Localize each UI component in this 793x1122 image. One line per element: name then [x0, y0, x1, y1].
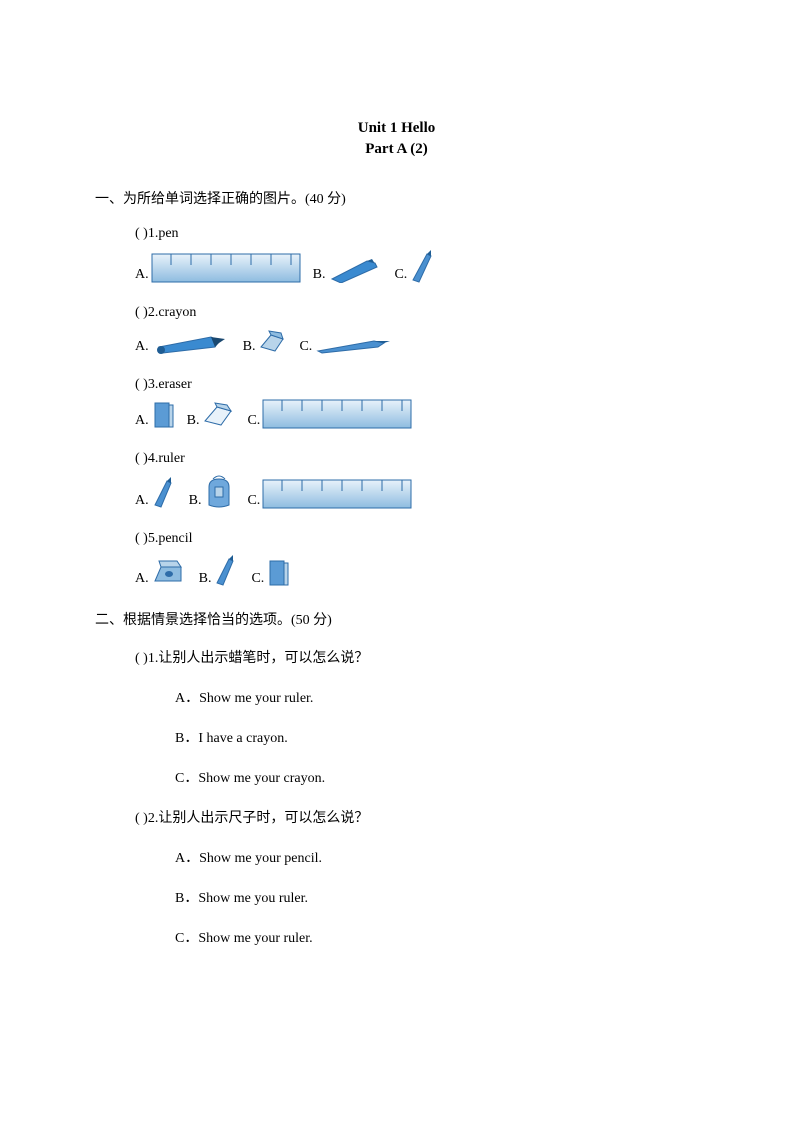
- option-label: B.: [313, 267, 326, 283]
- q-word: pen: [158, 226, 178, 241]
- s2-question-2: ( )2.让别人出示尺子时，可以怎么说？: [135, 807, 698, 827]
- answer-blank[interactable]: ( ): [135, 651, 148, 666]
- choice-c: C．Show me your ruler.: [175, 927, 698, 947]
- answer-blank[interactable]: ( ): [135, 531, 148, 546]
- page-title: Unit 1 Hello: [95, 120, 698, 137]
- question-5: ( )5.pencil A. B. C.: [135, 531, 698, 587]
- choice-b: B．Show me you ruler.: [175, 887, 698, 907]
- q-num: 4.: [148, 451, 159, 466]
- answer-blank[interactable]: ( ): [135, 226, 148, 241]
- choice-a: A．Show me your pencil.: [175, 847, 698, 867]
- page-subtitle: Part A (2): [95, 141, 698, 158]
- option-label: C.: [247, 413, 260, 429]
- option-label: A.: [135, 413, 149, 429]
- answer-blank[interactable]: ( ): [135, 451, 148, 466]
- eraser-icon: [257, 327, 287, 355]
- section2-heading: 二、根据情景选择恰当的选项。(50 分): [95, 609, 698, 629]
- option-label: B.: [243, 339, 256, 355]
- q-word: eraser: [158, 377, 191, 392]
- crayon-icon: [327, 253, 382, 283]
- choice-b: B．I have a crayon.: [175, 727, 698, 747]
- question-1: ( )1.pen A. B. C.: [135, 226, 698, 283]
- s2-question-1: ( )1.让别人出示蜡笔时，可以怎么说？: [135, 647, 698, 667]
- pencil-icon: [151, 475, 177, 509]
- answer-blank[interactable]: ( ): [135, 377, 148, 392]
- question-2: ( )2.crayon A. B. C.: [135, 305, 698, 355]
- pencil-icon: [409, 248, 439, 283]
- choice-a: A．Show me your ruler.: [175, 687, 698, 707]
- crayon-icon: [151, 329, 231, 355]
- book-icon: [266, 557, 290, 587]
- option-label: A.: [135, 493, 149, 509]
- question-3: ( )3.eraser A. B. C.: [135, 377, 698, 429]
- option-label: A.: [135, 267, 149, 283]
- option-label: C.: [299, 339, 312, 355]
- ruler-icon: [262, 479, 412, 509]
- sharpener-icon: [151, 557, 187, 587]
- q-num: 2.: [148, 811, 159, 826]
- q-num: 1.: [148, 226, 159, 241]
- book-icon: [151, 399, 175, 429]
- eraser-icon: [201, 401, 235, 429]
- q-num: 1.: [148, 651, 159, 666]
- section1-heading: 一、为所给单词选择正确的图片。(40 分): [95, 188, 698, 208]
- q-stem: 让别人出示蜡笔时，可以怎么说？: [158, 651, 368, 666]
- choice-c: C．Show me your crayon.: [175, 767, 698, 787]
- q-num: 2.: [148, 305, 159, 320]
- ruler-icon: [262, 399, 412, 429]
- q-stem: 让别人出示尺子时，可以怎么说？: [158, 811, 368, 826]
- option-label: A.: [135, 571, 149, 587]
- pencil-icon: [213, 553, 239, 587]
- option-label: A.: [135, 339, 149, 355]
- option-label: B.: [187, 413, 200, 429]
- option-label: C.: [394, 267, 407, 283]
- answer-blank[interactable]: ( ): [135, 305, 148, 320]
- q-num: 3.: [148, 377, 159, 392]
- q-word: pencil: [158, 531, 192, 546]
- option-label: B.: [189, 493, 202, 509]
- pen-icon: [314, 335, 394, 355]
- option-label: B.: [199, 571, 212, 587]
- q-word: ruler: [158, 451, 184, 466]
- option-label: C.: [247, 493, 260, 509]
- question-4: ( )4.ruler A. B. C.: [135, 451, 698, 509]
- bag-icon: [203, 473, 235, 509]
- ruler-icon: [151, 253, 301, 283]
- option-label: C.: [251, 571, 264, 587]
- q-word: crayon: [158, 305, 196, 320]
- q-num: 5.: [148, 531, 159, 546]
- answer-blank[interactable]: ( ): [135, 811, 148, 826]
